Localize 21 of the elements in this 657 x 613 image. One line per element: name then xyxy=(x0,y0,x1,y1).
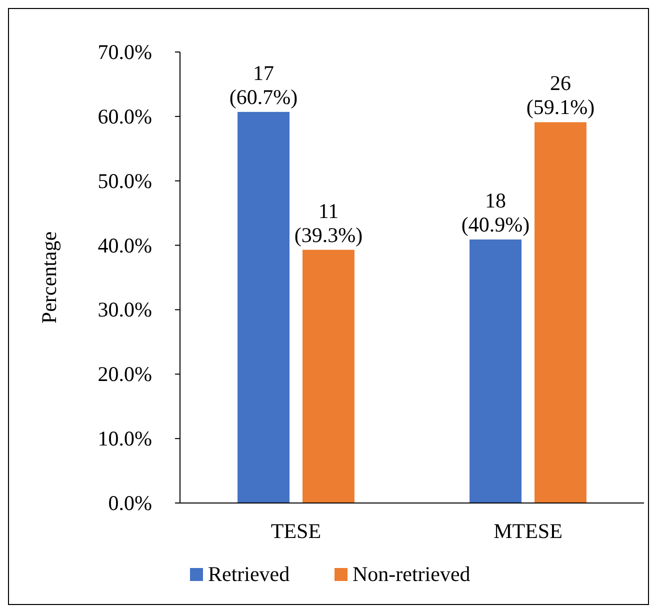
legend-label: Retrieved xyxy=(208,562,290,586)
x-tick-label: MTESE xyxy=(494,519,562,543)
y-axis-title: Percentage xyxy=(37,231,61,324)
y-tick-label: 70.0% xyxy=(98,40,152,64)
bar xyxy=(302,250,354,503)
y-tick-label: 10.0% xyxy=(98,426,152,451)
y-tick-label: 40.0% xyxy=(98,233,152,258)
y-tick-label: 20.0% xyxy=(98,362,152,386)
data-label: 26 (59.1%) xyxy=(526,71,595,120)
legend-label: Non-retrieved xyxy=(352,562,471,586)
y-tick-label: 60.0% xyxy=(98,104,152,128)
bar xyxy=(238,112,290,503)
data-label: 18 (40.9%) xyxy=(461,188,530,236)
data-label: 17 (60.7%) xyxy=(229,60,298,109)
data-label: 11 (39.3%) xyxy=(294,198,363,247)
y-tick-label: 0.0% xyxy=(108,491,152,515)
bar xyxy=(534,122,586,503)
bar xyxy=(470,239,522,503)
y-tick-label: 30.0% xyxy=(98,298,152,322)
x-tick-label: TESE xyxy=(270,519,322,543)
y-tick-label: 50.0% xyxy=(98,168,152,193)
